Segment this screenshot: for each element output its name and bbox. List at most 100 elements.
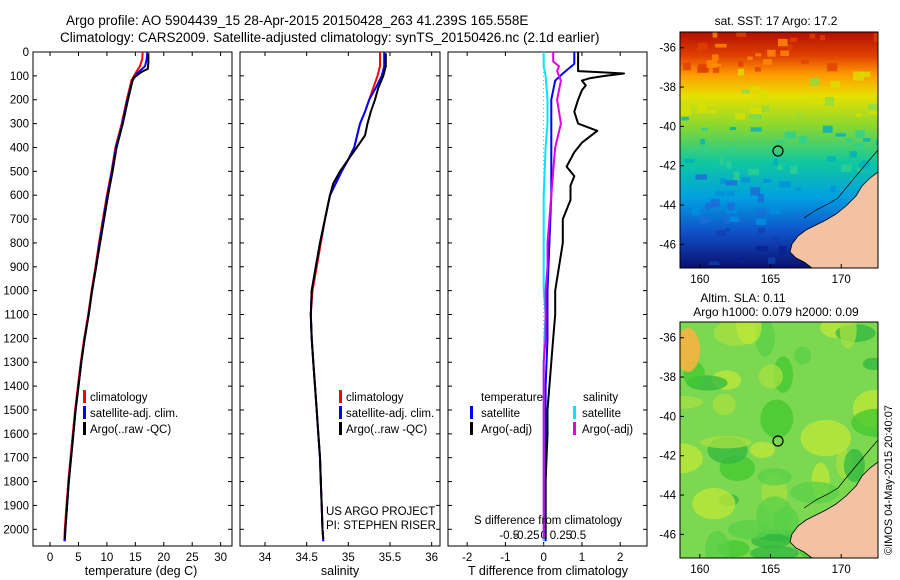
series-line-satellite-adj-clim- <box>309 52 386 542</box>
legend-swatch-satellite-adj <box>339 406 342 419</box>
salinity-axes-frame <box>239 51 441 547</box>
sla-blob <box>680 396 703 409</box>
y-tick-label: 400 <box>10 142 29 154</box>
y-tick-label: 100 <box>10 71 29 83</box>
sst-pixel <box>748 168 759 176</box>
series-line-argo-raw-qc- <box>63 53 150 539</box>
sst-pixel <box>714 43 727 48</box>
sst-pixel <box>874 94 878 100</box>
map-y-tick-label: -38 <box>659 372 676 384</box>
x-tick-label: 5 <box>75 552 81 564</box>
y-tick-label: 1600 <box>3 429 29 441</box>
sla-blob <box>758 364 784 389</box>
sst-pixel <box>750 127 762 132</box>
sst-pixel <box>873 33 878 43</box>
sst-pixel <box>704 219 711 223</box>
map-y-tick-label: -38 <box>659 82 676 94</box>
sst-pixel <box>729 216 739 222</box>
sst-pixel <box>863 138 871 142</box>
s-tick-label: 0.25 <box>550 530 572 542</box>
sst-pixel <box>761 105 770 112</box>
sst-pixel <box>757 193 764 203</box>
x-tick-label: -2 <box>462 552 472 564</box>
sst-pixel <box>769 206 781 214</box>
legend-label-t-satellite: satellite <box>481 408 520 420</box>
legend-title-temperature: temperature <box>481 392 543 404</box>
x-tick-label: 35 <box>342 552 355 564</box>
x-tick-label: -1 <box>500 552 510 564</box>
sst-pixel <box>869 108 878 115</box>
south-island-land-sla <box>789 461 878 558</box>
y-tick-label: 1500 <box>3 405 29 417</box>
salinity-series <box>309 52 387 542</box>
sst-pixel <box>824 97 834 106</box>
difference-xlabel: T difference from climatology <box>468 564 629 578</box>
sla-blob <box>680 443 703 474</box>
sst-pixel <box>784 131 796 139</box>
sst-pixel <box>858 162 869 168</box>
y-tick-label: 1100 <box>4 310 29 322</box>
sst-pixel <box>767 49 776 57</box>
temperature-series <box>63 51 150 542</box>
sst-map-ticks: 160 165 170 -36 -38 -40 -42 -44 -46 <box>659 43 850 286</box>
legend-label-argo: Argo(..raw -QC) <box>346 424 427 436</box>
x-tick-label: 34.5 <box>295 552 317 564</box>
sst-pixel <box>716 230 726 237</box>
x-tick-label: 10 <box>101 552 114 564</box>
series-line-satellite-adj-clim- <box>63 51 149 542</box>
sst-pixel <box>750 86 761 91</box>
legend-label-satellite-adj: satellite-adj. clim. <box>90 408 178 420</box>
y-tick-label: 800 <box>10 238 29 250</box>
legend-label-climatology: climatology <box>346 392 404 404</box>
x-tick-label: 0 <box>47 552 53 564</box>
x-tick-label: 36 <box>425 552 438 564</box>
s-tick-label: -0.25 <box>513 530 539 542</box>
sst-pixel <box>855 130 865 138</box>
map-x-tick-label: 170 <box>832 274 851 286</box>
difference-ticks: -2 -1 0 1 2-0.5-0.25 0 0.250.5 <box>448 51 647 564</box>
sst-pixel <box>756 90 769 100</box>
y-tick-label: 0 <box>23 47 29 59</box>
sst-pixel <box>855 113 862 117</box>
map-y-tick-label: -44 <box>659 200 676 212</box>
sst-pixel <box>712 54 719 61</box>
sst-pixel <box>806 95 812 104</box>
series-line-argo-raw-qc- <box>309 53 387 539</box>
sst-pixel <box>849 151 857 158</box>
x-tick-label: 20 <box>157 552 170 564</box>
sst-pixel <box>862 71 871 78</box>
sla-map-panel: Altim. SLA: 0.11 Argo h1000: 0.079 h2000… <box>659 291 879 576</box>
legend-label-s-satellite: satellite <box>582 408 621 420</box>
sst-pixel <box>836 199 846 203</box>
temperature-axes-frame <box>32 51 233 547</box>
header-line-1: Argo profile: AO 5904439_15 28-Apr-2015 … <box>66 13 528 28</box>
sst-pixel <box>692 207 701 216</box>
sst-pixel <box>695 174 708 180</box>
imos-timestamp: ©IMOS 04-May-2015 20:40:07 <box>883 405 895 555</box>
sst-pixel <box>724 216 731 224</box>
sst-pixel <box>841 164 852 172</box>
sst-pixel <box>727 202 735 211</box>
legend-swatch-s-satellite <box>573 406 576 419</box>
sst-pixel <box>776 140 786 144</box>
legend-label-t-argo: Argo(-adj) <box>481 424 532 436</box>
sst-pixel <box>729 126 737 131</box>
sst-pixel <box>877 35 878 42</box>
temperature-panel: 0100200300400500600700800900100011001200… <box>3 47 233 578</box>
sst-pixel <box>750 187 761 196</box>
sla-blob <box>712 394 736 416</box>
sst-pixel <box>813 98 825 104</box>
x-tick-label: 2 <box>617 552 623 564</box>
difference-legend: temperature salinity satellite Argo(-adj… <box>470 392 633 436</box>
sst-pixel <box>853 71 864 81</box>
sst-pixel <box>729 146 735 153</box>
y-tick-label: 600 <box>10 190 29 202</box>
legend-swatch-argo <box>83 422 86 435</box>
series-line-argo-adj- <box>544 52 625 539</box>
sst-map-title: sat. SST: 17 Argo: 17.2 <box>715 14 838 28</box>
sla-map-ticks: 160 165 170 -36 -38 -40 -42 -44 -46 <box>659 333 850 576</box>
sst-pixel <box>809 33 816 39</box>
sla-blob <box>839 322 857 349</box>
y-tick-label: 500 <box>10 166 29 178</box>
